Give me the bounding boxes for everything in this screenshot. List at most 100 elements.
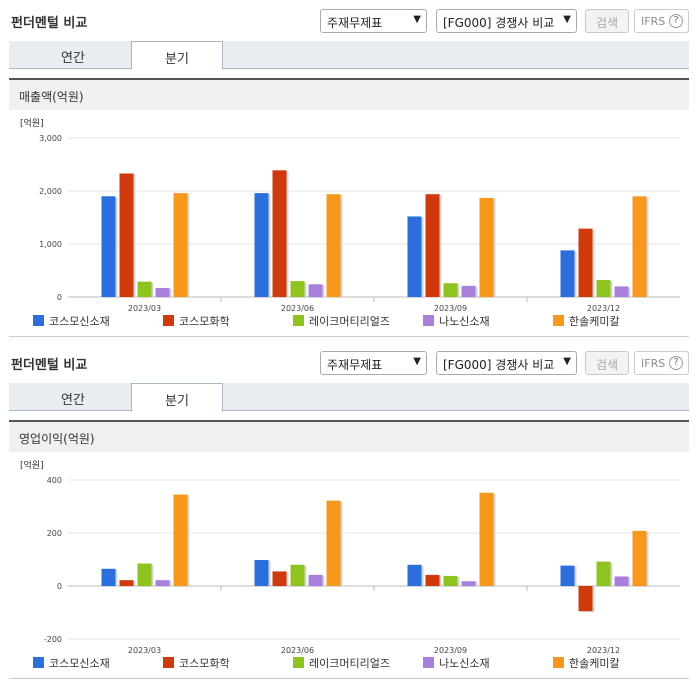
search-button[interactable]: 검색 xyxy=(585,9,629,33)
tab-quarterly[interactable]: 분기 xyxy=(131,41,223,70)
divider xyxy=(9,678,689,679)
x-tick-label: 2023/03 xyxy=(128,646,161,655)
bar xyxy=(614,576,629,586)
divider xyxy=(9,336,689,337)
bar xyxy=(272,571,287,586)
bar xyxy=(596,561,611,586)
legend-label: 나노신소재 xyxy=(439,315,490,328)
legend-swatch xyxy=(33,657,44,668)
bar xyxy=(101,568,116,586)
bar xyxy=(254,560,269,586)
x-tick-label: 2023/09 xyxy=(434,304,467,313)
legend-label: 코스모신소재 xyxy=(49,657,110,670)
bar xyxy=(443,575,458,586)
bar xyxy=(119,173,134,297)
tab-annual[interactable]: 연간 xyxy=(61,51,85,66)
bar xyxy=(479,197,494,297)
bar xyxy=(254,193,269,297)
bar xyxy=(614,286,629,297)
bar xyxy=(425,194,440,297)
statement-select-value: 주재무제표 xyxy=(327,16,383,30)
bar xyxy=(290,281,305,297)
bar xyxy=(443,283,458,297)
bar xyxy=(173,494,188,586)
legend-label: 코스모신소재 xyxy=(49,315,110,328)
bar xyxy=(407,564,422,586)
y-tick-label: 200 xyxy=(47,529,62,538)
legend-label: 레이크머티리얼즈 xyxy=(309,314,390,328)
legend-swatch xyxy=(293,657,304,668)
section-title: 펀더멘털 비교 xyxy=(11,358,88,373)
bar xyxy=(155,287,170,297)
metric-label: 매출액(억원) xyxy=(9,80,689,110)
bar xyxy=(632,530,647,586)
chevron-down-icon: ▼ xyxy=(563,356,571,367)
help-icon[interactable]: ? xyxy=(669,356,683,370)
bar xyxy=(137,281,152,297)
y-tick-label: 2,000 xyxy=(39,187,62,196)
bar xyxy=(578,228,593,297)
bar xyxy=(461,285,476,297)
legend-swatch xyxy=(423,315,434,326)
help-icon[interactable]: ? xyxy=(669,14,683,28)
bar xyxy=(272,170,287,297)
unit-label: [억원] xyxy=(20,459,44,471)
fundamental-section-2: 펀더멘털 비교 주재무제표 ▼ [FG000] 경쟁사 비교 ▼ 검색 IFRS… xyxy=(0,342,696,684)
legend-label: 나노신소재 xyxy=(439,657,490,670)
section-title: 펀더멘털 비교 xyxy=(11,16,88,31)
ifrs-button[interactable]: IFRS ? xyxy=(634,9,689,33)
bar xyxy=(632,196,647,297)
section-header: 펀더멘털 비교 주재무제표 ▼ [FG000] 경쟁사 비교 ▼ 검색 IFRS… xyxy=(0,0,696,38)
bar xyxy=(119,580,134,586)
legend-swatch xyxy=(163,657,174,668)
bar xyxy=(326,194,341,297)
legend-label: 코스모화학 xyxy=(179,315,230,328)
y-tick-label: 400 xyxy=(47,476,62,485)
peer-select-value: [FG000] 경쟁사 비교 xyxy=(443,16,555,30)
peer-select-value: [FG000] 경쟁사 비교 xyxy=(443,358,555,372)
bar xyxy=(578,586,593,612)
x-tick-label: 2023/09 xyxy=(434,646,467,655)
x-tick-label: 2023/12 xyxy=(587,646,620,655)
chevron-down-icon: ▼ xyxy=(413,14,421,25)
y-tick-label: 1,000 xyxy=(39,240,62,249)
y-tick-label: 0 xyxy=(57,293,62,302)
bar xyxy=(137,563,152,586)
legend-label: 한솔케미칼 xyxy=(569,315,620,328)
statement-select[interactable]: 주재무제표 ▼ xyxy=(320,351,427,375)
bar xyxy=(101,196,116,297)
bar xyxy=(155,580,170,586)
bar xyxy=(479,492,494,586)
metric-label: 영업이익(억원) xyxy=(9,422,689,452)
bar xyxy=(290,564,305,586)
bar xyxy=(425,574,440,586)
bar xyxy=(461,581,476,586)
statement-select[interactable]: 주재무제표 ▼ xyxy=(320,9,427,33)
search-button[interactable]: 검색 xyxy=(585,351,629,375)
legend-swatch xyxy=(553,657,564,668)
bar xyxy=(308,574,323,586)
statement-select-value: 주재무제표 xyxy=(327,358,383,372)
peer-select[interactable]: [FG000] 경쟁사 비교 ▼ xyxy=(436,9,577,33)
legend-swatch xyxy=(293,315,304,326)
divider xyxy=(9,78,689,80)
x-tick-label: 2023/12 xyxy=(587,304,620,313)
bar xyxy=(308,284,323,297)
tab-annual[interactable]: 연간 xyxy=(61,393,85,408)
period-tabs: 연간 분기 xyxy=(9,41,689,70)
legend-swatch xyxy=(553,315,564,326)
peer-select[interactable]: [FG000] 경쟁사 비교 ▼ xyxy=(436,351,577,375)
unit-label: [억원] xyxy=(20,117,44,129)
bar xyxy=(596,280,611,297)
ifrs-button[interactable]: IFRS ? xyxy=(634,351,689,375)
x-tick-label: 2023/06 xyxy=(281,646,314,655)
y-tick-label: 3,000 xyxy=(39,134,62,143)
bar xyxy=(326,500,341,586)
y-tick-label: -200 xyxy=(44,635,62,644)
period-tabs: 연간 분기 xyxy=(9,383,689,412)
legend-swatch xyxy=(423,657,434,668)
legend-swatch xyxy=(33,315,44,326)
chevron-down-icon: ▼ xyxy=(413,356,421,367)
tab-quarterly[interactable]: 분기 xyxy=(131,383,223,412)
legend-label: 한솔케미칼 xyxy=(569,657,620,670)
